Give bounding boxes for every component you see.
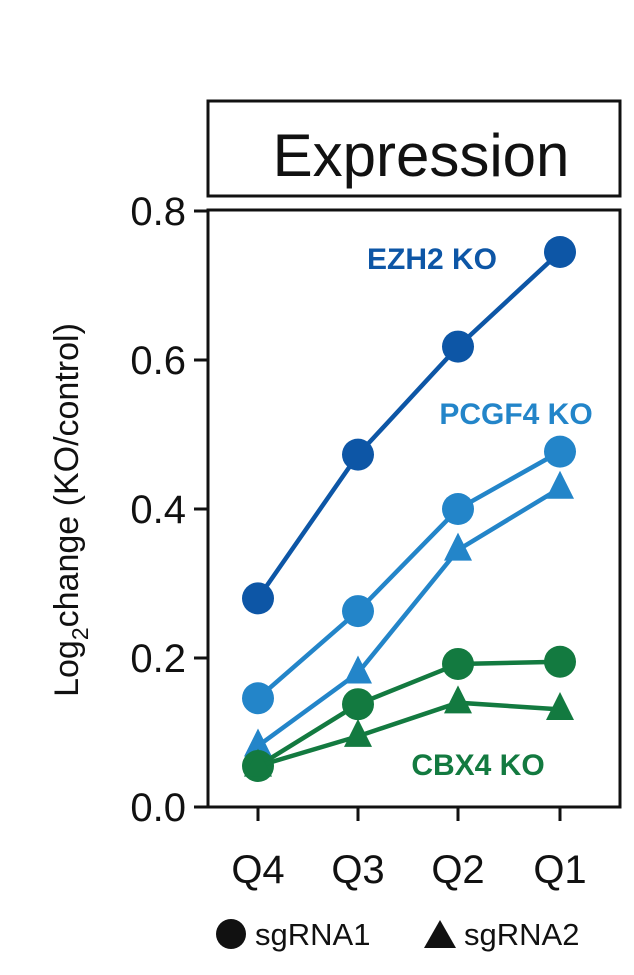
y-tick-label: 0.8	[130, 190, 186, 234]
data-point-circle	[442, 647, 474, 680]
y-axis-label-subscript: 2	[67, 627, 93, 640]
data-point-circle	[442, 330, 474, 363]
data-point-circle	[242, 582, 274, 615]
data-point-triangle	[546, 692, 574, 721]
legend-label-sgrna2: sgRNA2	[464, 917, 579, 952]
y-tick-label: 0.4	[130, 488, 186, 532]
data-point-circle	[342, 688, 374, 721]
data-point-circle	[342, 595, 374, 628]
series-line-0	[256, 250, 562, 600]
x-tick-label: Q4	[231, 848, 284, 892]
chart-title: Expression	[273, 122, 570, 189]
series-label-cbx4: CBX4 KO	[411, 749, 544, 782]
legend: sgRNA1 sgRNA2	[216, 917, 579, 952]
y-axis-label: Log2change (KO/control)	[48, 323, 93, 697]
x-tick-label: Q1	[533, 848, 586, 892]
y-axis-label-rest: change (KO/control)	[48, 323, 86, 627]
series-label-ezh2: EZH2 KO	[367, 243, 497, 276]
x-tick-label: Q2	[431, 848, 484, 892]
data-point-circle	[544, 235, 576, 268]
data-point-circle	[442, 493, 474, 525]
series-line-3	[256, 659, 561, 768]
data-point-triangle	[344, 718, 372, 747]
title-box	[206, 99, 622, 198]
series-layer	[242, 235, 576, 783]
series-line-2	[256, 486, 562, 748]
data-point-circle	[242, 682, 274, 715]
y-tick-label: 0.0	[130, 786, 186, 830]
data-point-triangle	[344, 655, 372, 684]
data-point-triangle	[546, 470, 574, 499]
x-tick-label: Q3	[331, 848, 384, 892]
y-tick-label: 0.2	[130, 637, 186, 681]
series-label-pcgf4: PCGF4 KO	[439, 398, 592, 431]
y-axis-label-main: Log	[48, 640, 86, 697]
data-point-circle	[342, 438, 374, 471]
series-line-4	[257, 700, 561, 769]
legend-triangle-marker	[424, 920, 456, 948]
x-ticks: Q4 Q3 Q2 Q1	[231, 807, 587, 892]
y-tick-label: 0.6	[130, 339, 186, 383]
legend-label-sgrna1: sgRNA1	[255, 917, 370, 952]
data-point-circle	[544, 645, 576, 678]
data-point-triangle	[244, 728, 272, 757]
data-point-triangle	[444, 532, 472, 561]
y-ticks: 0.0 0.2 0.4 0.6 0.8	[130, 190, 208, 830]
data-point-triangle	[244, 748, 272, 777]
series-line-1	[256, 449, 562, 700]
data-point-triangle	[444, 685, 472, 714]
data-point-circle	[544, 435, 576, 468]
legend-circle-marker	[216, 919, 246, 949]
